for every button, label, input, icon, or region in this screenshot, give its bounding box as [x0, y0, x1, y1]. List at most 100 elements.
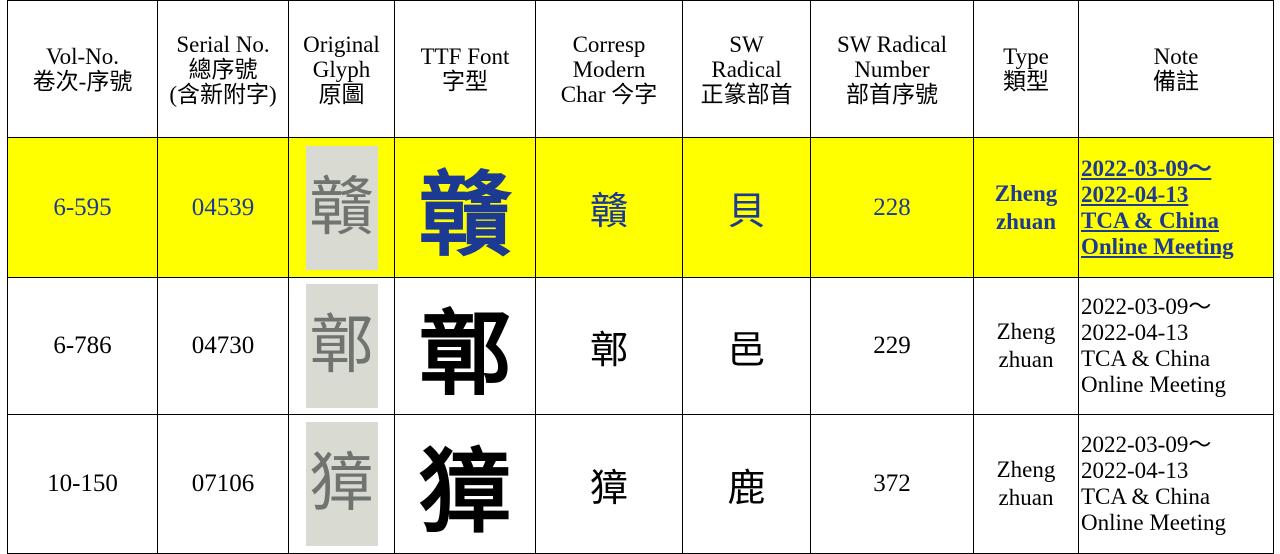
note-text: Online Meeting: [1081, 372, 1226, 397]
header-text: Number: [854, 56, 930, 82]
header-text: TTF Font: [420, 44, 510, 69]
note-text: 2022-03-09～: [1081, 155, 1212, 181]
header-text: Radical: [711, 56, 782, 82]
serial-no: 04539: [191, 193, 255, 221]
header-text: 總序號: [188, 56, 258, 82]
header-cell: Vol-No. 卷次-序號: [7, 0, 158, 138]
glyph-table: Vol-No. 卷次-序號 Serial No. 總序號 (含新附字) Original G…: [7, 0, 1274, 554]
serial-cell: 07106: [157, 414, 289, 554]
table-row: 6-786 04730 鄣鄣鄣邑 229 Zheng zhuan 2022-03-09～ 20…: [7, 277, 1274, 415]
vol-cell: 10-150: [7, 414, 158, 554]
header-text: Vol-No.: [45, 44, 120, 69]
original-glyph: 獐: [305, 422, 378, 546]
radical-cell: 鹿: [682, 414, 811, 554]
vol-cell: 6-786: [7, 277, 158, 415]
vol-cell: 6-595: [7, 137, 158, 278]
note-cell: 2022-03-09～ 2022-04-13 TCA & China Online M…: [1078, 414, 1274, 554]
table-row: 6-595 04539 贛贛贛貝 228 Zheng zhuan 2022-03-09～ 20…: [7, 137, 1274, 278]
ttf-glyph: 獐: [418, 437, 511, 546]
vol-no: 6-786: [53, 332, 112, 359]
radical-cell: 貝: [682, 137, 811, 278]
modern-char: 鄣: [589, 327, 628, 372]
header-text: 原圖: [318, 81, 365, 107]
note-text: TCA & China: [1081, 207, 1220, 233]
type-text: zhuan: [998, 347, 1054, 372]
radical-number: 372: [873, 470, 911, 497]
note-text: Online Meeting: [1081, 233, 1234, 259]
header-text: Type: [1003, 44, 1049, 69]
ttf-cell: 贛: [394, 137, 536, 278]
serial-cell: 04730: [157, 277, 289, 415]
header-cell: Note 備註: [1078, 0, 1274, 138]
header-text: 卷次-序號: [32, 69, 133, 94]
header-cell: Type 類型: [973, 0, 1079, 138]
table-row: 10-150 07106 獐獐獐鹿 372 Zheng zhuan 2022-03-09～ 2…: [7, 414, 1274, 554]
header-text: 備註: [1153, 69, 1199, 94]
header-text: Serial No.: [176, 31, 270, 57]
header-cell: SW Radical Number 部首序號: [810, 0, 974, 138]
modern-cell: 鄣: [535, 277, 683, 415]
header-cell: Serial No. 總序號 (含新附字): [157, 0, 289, 138]
ttf-cell: 獐: [394, 414, 536, 554]
header-cell: Corresp Modern Char 今字: [535, 0, 683, 138]
note-text: 2022-04-13: [1081, 458, 1189, 483]
original-glyph: 鄣: [305, 284, 378, 408]
radical-number: 228: [873, 193, 911, 221]
type-text: Zheng: [994, 180, 1058, 206]
header-text: Note: [1153, 44, 1199, 69]
radical-cell: 邑: [682, 277, 811, 415]
note-text: 2022-03-09～: [1081, 432, 1212, 457]
header-text: Modern: [572, 56, 646, 82]
glyph-cell: 獐: [288, 414, 395, 554]
original-glyph: 贛: [305, 145, 378, 270]
ttf-glyph: 鄣: [418, 299, 511, 408]
serial-cell: 04539: [157, 137, 289, 278]
sw-radical: 貝: [727, 189, 766, 233]
vol-no: 6-595: [53, 193, 112, 221]
header-text: SW: [729, 31, 764, 57]
serial-no: 04730: [191, 332, 255, 359]
vol-no: 10-150: [47, 470, 118, 497]
note-cell: 2022-03-09～ 2022-04-13 TCA & China Online M…: [1078, 137, 1274, 278]
serial-no: 07106: [191, 470, 255, 497]
modern-cell: 贛: [535, 137, 683, 278]
note-text: 2022-04-13: [1081, 320, 1189, 345]
type-cell: Zheng zhuan: [973, 277, 1079, 415]
header-cell: TTF Font 字型: [394, 0, 536, 138]
note-text: 2022-04-13: [1081, 181, 1189, 207]
type-cell: Zheng zhuan: [973, 414, 1079, 554]
note-text: Online Meeting: [1081, 510, 1226, 535]
ttf-cell: 鄣: [394, 277, 536, 415]
modern-cell: 獐: [535, 414, 683, 554]
type-cell: Zheng zhuan: [973, 137, 1079, 278]
note-text: TCA & China: [1081, 346, 1211, 371]
modern-char: 贛: [589, 189, 628, 233]
sw-radical: 鹿: [727, 465, 766, 510]
header-text: 正篆部首: [700, 81, 793, 107]
radical-number-cell: 372: [810, 414, 974, 554]
glyph-cell: 鄣: [288, 277, 395, 415]
header-text: Glyph: [312, 56, 371, 82]
header-text: 字型: [442, 69, 488, 94]
header-text: Corresp: [572, 31, 646, 57]
type-text: Zheng: [996, 319, 1056, 344]
type-text: zhuan: [995, 208, 1057, 234]
sw-radical: 邑: [727, 327, 766, 372]
radical-number-cell: 228: [810, 137, 974, 278]
note-text: TCA & China: [1081, 484, 1211, 509]
header-row: Vol-No. 卷次-序號 Serial No. 總序號 (含新附字) Original G…: [7, 0, 1274, 138]
header-text: Char 今字: [560, 81, 658, 107]
table-body: 6-595 04539 贛贛贛貝 228 Zheng zhuan 2022-03-09～ 20…: [7, 137, 1274, 554]
header-cell: Original Glyph 原圖: [288, 0, 395, 138]
radical-number-cell: 229: [810, 277, 974, 415]
glyph-cell: 贛: [288, 137, 395, 278]
header-text: 部首序號: [846, 81, 938, 107]
header-text: Original: [303, 31, 380, 57]
header-cell: SW Radical 正篆部首: [682, 0, 811, 138]
header-text: (含新附字): [169, 81, 277, 107]
ttf-glyph: 贛: [418, 161, 511, 269]
type-text: Zheng: [996, 457, 1056, 482]
note-text: 2022-03-09～: [1081, 294, 1212, 319]
type-text: zhuan: [998, 485, 1054, 510]
